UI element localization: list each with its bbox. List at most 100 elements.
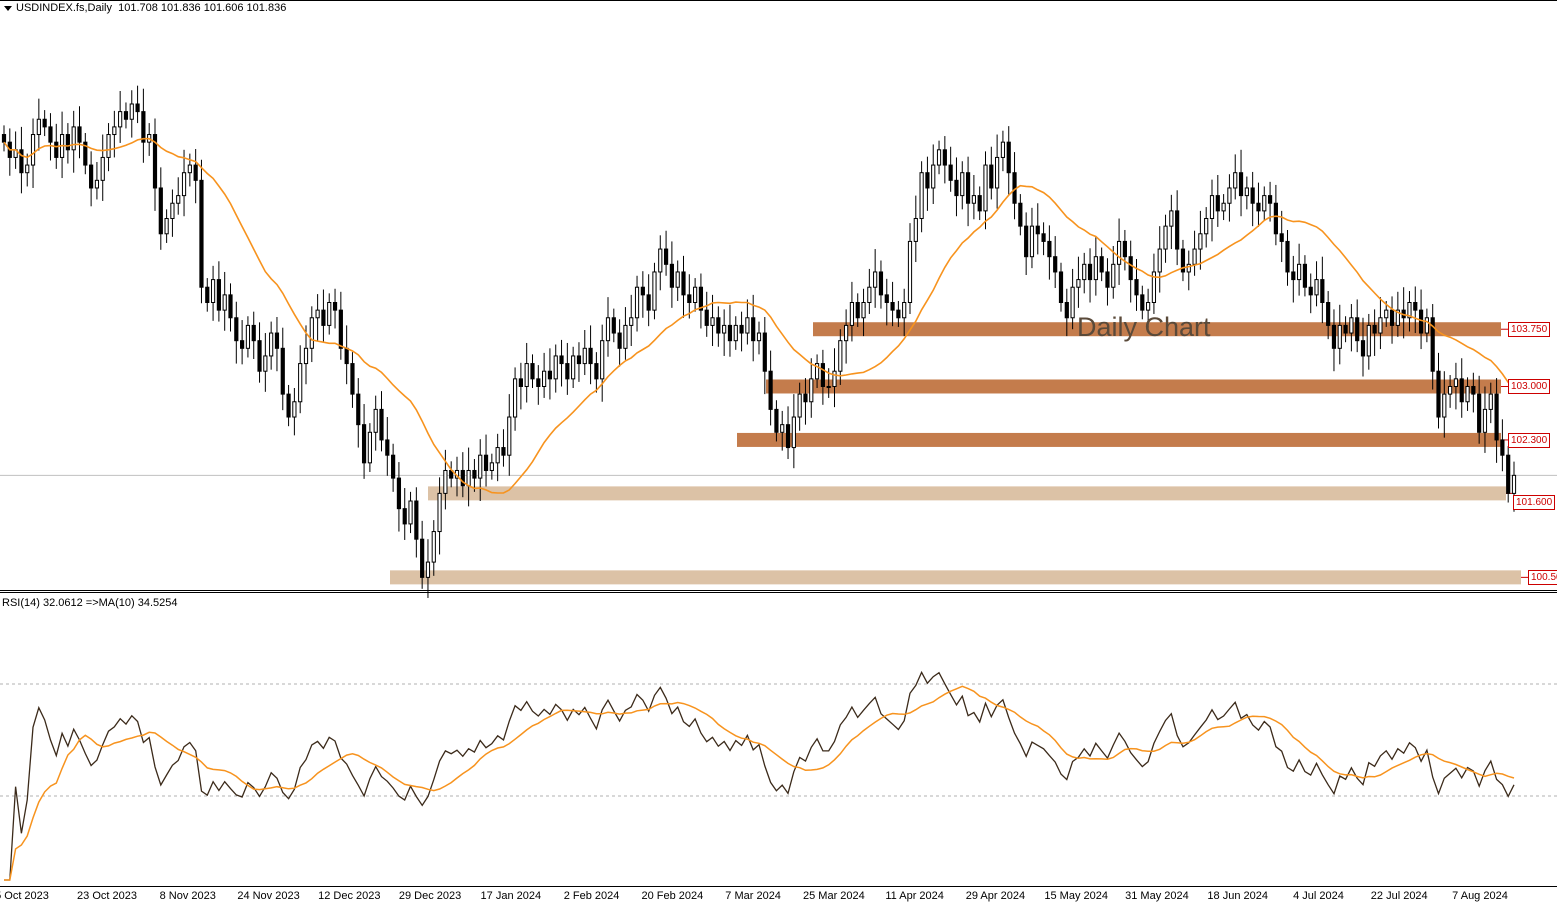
- price-zone-resistance: [766, 379, 1501, 394]
- candle-bear: [332, 302, 338, 311]
- candle-bear: [1459, 378, 1464, 403]
- candle-bear: [1215, 195, 1220, 212]
- chart-symbol: USDINDEX.fs,Daily: [16, 2, 112, 14]
- candle-bull: [693, 286, 698, 304]
- candle-bull: [791, 416, 796, 449]
- candle-bull: [1378, 317, 1383, 334]
- candle-bull: [652, 271, 657, 311]
- candle-bear: [1273, 202, 1278, 235]
- candle-bull: [1349, 317, 1354, 334]
- candle-bear: [216, 279, 221, 311]
- candle-bull: [129, 103, 134, 120]
- price-level-tag: 101.600: [1513, 495, 1556, 511]
- x-axis-tick-label: 29 Apr 2024: [965, 890, 1026, 902]
- candle-bull: [907, 240, 913, 303]
- candle-bear: [472, 469, 477, 479]
- candle-bull: [245, 324, 251, 349]
- candle-bear: [768, 370, 773, 410]
- candle-bull: [873, 271, 878, 288]
- candle-bear: [698, 286, 704, 311]
- candle-bear: [54, 141, 59, 158]
- candle-bull: [600, 340, 605, 380]
- candle-bear: [344, 347, 349, 365]
- candle-bear: [1389, 309, 1395, 326]
- candle-bull: [814, 363, 820, 380]
- candle-bear: [762, 332, 767, 372]
- candle-bear: [663, 248, 669, 265]
- candle-bear: [890, 302, 895, 311]
- candle-bull: [1070, 286, 1075, 319]
- chart-menu-triangle-icon[interactable]: [4, 5, 12, 11]
- price-level-tag: 103.000: [1508, 379, 1551, 395]
- candle-bear: [1343, 324, 1348, 334]
- candle-bear: [687, 294, 692, 304]
- candle-bear: [338, 309, 343, 349]
- candle-bear: [205, 286, 210, 304]
- candle-bear: [617, 332, 622, 349]
- candle-bear: [925, 172, 930, 189]
- candle-bull: [408, 500, 413, 525]
- moving-average-layer: [3, 137, 1515, 494]
- candle-bear: [1087, 263, 1093, 281]
- candle-bear: [989, 164, 994, 189]
- price-zone-support: [390, 570, 1521, 585]
- candle-bull: [309, 317, 314, 349]
- candle-bull: [495, 447, 500, 464]
- candle-bull: [658, 248, 663, 273]
- candle-bull: [25, 164, 30, 174]
- x-axis-tick-label: 23 Oct 2023: [77, 890, 137, 902]
- candle-bull: [571, 355, 576, 380]
- candle-bull: [1233, 172, 1238, 189]
- candle-bull: [1407, 302, 1412, 319]
- candle-bear: [1105, 271, 1110, 288]
- x-axis-tick-label: 8 Nov 2023: [159, 890, 216, 902]
- candle-bear: [1500, 439, 1505, 456]
- candles-layer: [1, 85, 1517, 598]
- candle-bear: [896, 309, 901, 319]
- candle-bull: [745, 317, 750, 334]
- candle-bull: [315, 309, 320, 319]
- candle-bear: [1134, 279, 1139, 296]
- candle-bear: [1430, 317, 1435, 372]
- chart-annotation-title: Daily Chart: [1077, 312, 1211, 342]
- candle-bull: [443, 469, 448, 494]
- rsi-header: RSI(14) 32.0612 =>MA(10) 34.5254: [2, 597, 178, 609]
- candle-bull: [1204, 218, 1209, 235]
- candle-bull: [867, 286, 872, 304]
- candle-bull: [936, 149, 942, 166]
- candle-bear: [1326, 302, 1331, 326]
- candle-bull: [756, 332, 762, 342]
- candle-bull: [542, 370, 547, 387]
- candle-bull: [1116, 240, 1122, 265]
- candle-bull: [327, 302, 332, 326]
- candle-bear: [530, 363, 535, 380]
- candle-bear: [1279, 233, 1284, 242]
- candle-bear: [1053, 256, 1058, 273]
- rsi-layer: [0, 670, 1557, 881]
- candle-bull: [722, 324, 727, 334]
- chart-header: USDINDEX.fs,Daily 101.708 101.836 101.60…: [4, 2, 286, 14]
- candle-bear: [954, 179, 959, 197]
- candle-bear: [361, 424, 367, 464]
- candle-bear: [727, 324, 733, 342]
- candle-bear: [234, 317, 239, 342]
- candle-bull: [36, 118, 41, 136]
- candle-bear: [1302, 263, 1308, 288]
- candle-bull: [1314, 279, 1319, 296]
- candle-bull: [507, 416, 512, 456]
- candle-bull: [1442, 393, 1447, 418]
- candle-bear: [65, 134, 70, 151]
- candle-bull: [367, 431, 372, 464]
- candle-bull: [1151, 271, 1157, 304]
- candle-bear: [123, 111, 129, 120]
- candle-bear: [1267, 195, 1273, 204]
- candle-bull: [832, 370, 837, 387]
- candle-bear: [420, 538, 425, 578]
- candle-bull: [437, 492, 442, 533]
- candle-bull: [1198, 233, 1203, 250]
- candle-bear: [1477, 393, 1482, 433]
- candle-bull: [1082, 263, 1087, 281]
- candle-bear: [681, 271, 686, 296]
- candle-bull: [553, 355, 558, 380]
